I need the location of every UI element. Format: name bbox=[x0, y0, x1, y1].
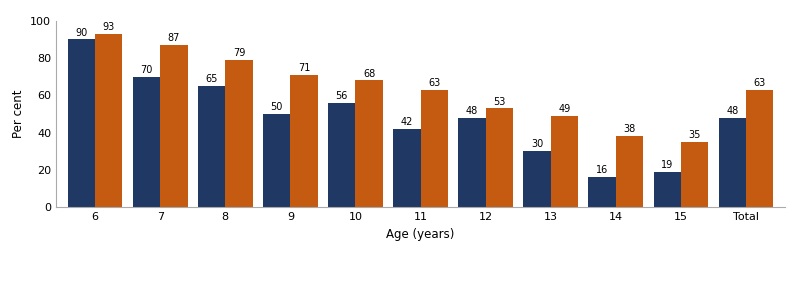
Bar bbox=[589, 177, 616, 207]
Text: 42: 42 bbox=[400, 117, 413, 127]
Bar bbox=[95, 34, 123, 207]
Bar bbox=[654, 172, 681, 207]
Bar bbox=[551, 116, 578, 207]
Bar bbox=[356, 81, 383, 207]
Text: 71: 71 bbox=[298, 63, 310, 73]
Text: 30: 30 bbox=[531, 139, 543, 149]
Bar bbox=[458, 118, 485, 207]
Text: 79: 79 bbox=[233, 48, 245, 58]
Bar bbox=[485, 108, 513, 207]
Text: 63: 63 bbox=[754, 78, 766, 88]
Text: 53: 53 bbox=[493, 96, 505, 107]
Bar bbox=[290, 75, 318, 207]
Text: 90: 90 bbox=[75, 28, 87, 38]
Text: 35: 35 bbox=[688, 130, 701, 140]
Bar bbox=[198, 86, 225, 207]
Bar bbox=[616, 136, 643, 207]
Bar bbox=[718, 118, 746, 207]
Text: 49: 49 bbox=[558, 104, 570, 114]
Bar bbox=[746, 90, 773, 207]
Bar bbox=[681, 142, 708, 207]
Text: 48: 48 bbox=[466, 106, 478, 116]
Text: 63: 63 bbox=[428, 78, 441, 88]
Text: 16: 16 bbox=[596, 165, 608, 176]
X-axis label: Age (years): Age (years) bbox=[386, 228, 455, 241]
Bar bbox=[68, 39, 95, 207]
Bar bbox=[393, 129, 421, 207]
Bar bbox=[133, 77, 160, 207]
Text: 19: 19 bbox=[661, 160, 674, 170]
Bar bbox=[225, 60, 252, 207]
Text: 70: 70 bbox=[140, 65, 153, 75]
Text: 48: 48 bbox=[727, 106, 739, 116]
Text: 50: 50 bbox=[271, 102, 283, 112]
Bar bbox=[523, 151, 551, 207]
Text: 38: 38 bbox=[623, 125, 635, 134]
Y-axis label: Per cent: Per cent bbox=[12, 90, 25, 138]
Text: 65: 65 bbox=[205, 74, 218, 84]
Text: 68: 68 bbox=[363, 69, 375, 78]
Bar bbox=[421, 90, 448, 207]
Text: 87: 87 bbox=[167, 33, 180, 43]
Bar bbox=[328, 103, 356, 207]
Text: 56: 56 bbox=[336, 91, 348, 101]
Bar bbox=[160, 45, 187, 207]
Bar bbox=[263, 114, 290, 207]
Text: 93: 93 bbox=[103, 22, 115, 32]
